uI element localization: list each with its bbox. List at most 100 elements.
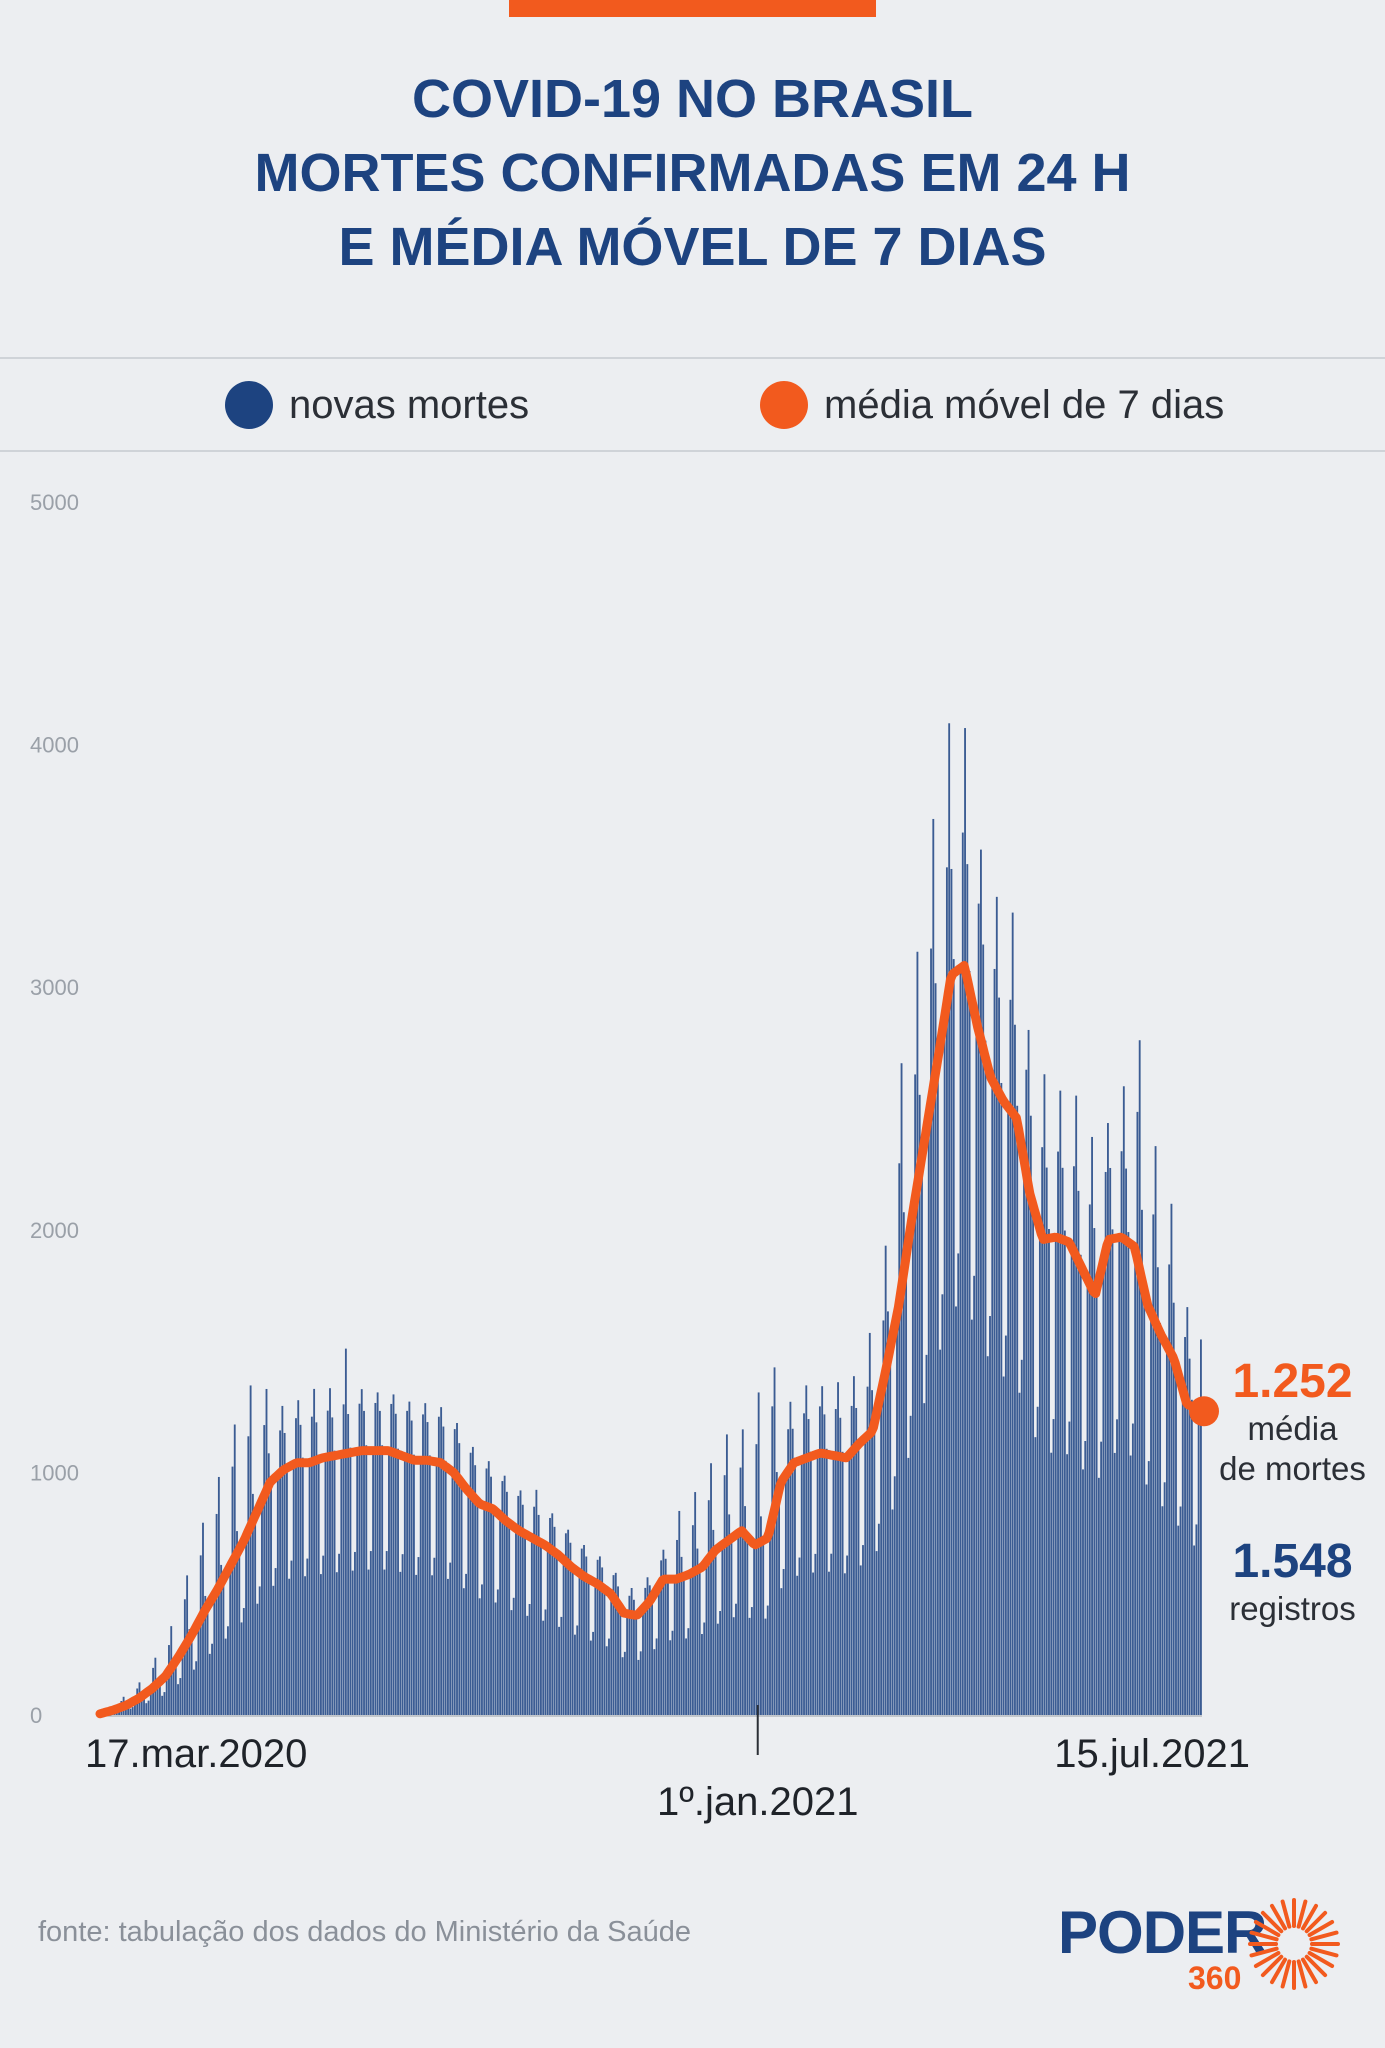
bar-daily-deaths [1116,1419,1118,1715]
bar-daily-deaths [542,1620,545,1715]
bar-daily-deaths [1068,1421,1071,1715]
bar-daily-deaths [821,1386,824,1715]
bar-daily-deaths [199,1555,202,1715]
bar-daily-deaths [841,1451,844,1715]
bar-daily-deaths [660,1560,663,1715]
bar-daily-deaths [1066,1454,1069,1715]
bar-daily-deaths [1190,1399,1193,1715]
y-tick-label: 3000 [30,975,79,1000]
bar-daily-deaths [1029,1115,1032,1715]
bar-daily-deaths [165,1675,168,1715]
bar-daily-deaths [1104,1171,1107,1715]
bar-daily-deaths [732,1617,735,1715]
bar-daily-deaths [487,1461,490,1715]
bar-daily-deaths [945,867,948,1715]
bar-daily-deaths [653,1649,656,1715]
bar-daily-deaths [508,1518,511,1715]
bar-daily-deaths [322,1555,325,1715]
divider-top [0,357,1385,359]
bar-daily-deaths [1059,1090,1062,1715]
bar-daily-deaths [696,1548,699,1715]
bar-daily-deaths [415,1574,418,1715]
bar-daily-deaths [301,1457,304,1715]
bar-daily-deaths [617,1586,619,1715]
bar-daily-deaths [626,1613,629,1715]
bar-daily-deaths [775,1472,778,1715]
bar-daily-deaths [351,1570,354,1715]
bar-daily-deaths [326,1410,329,1715]
bar-daily-deaths [592,1631,595,1715]
bar-daily-deaths [957,1253,960,1715]
bar-daily-deaths [825,1448,828,1715]
bar-daily-deaths [474,1465,477,1715]
bar-daily-deaths [735,1603,737,1715]
bar-daily-deaths [256,1603,259,1715]
bar-daily-deaths [784,1476,787,1715]
bar-daily-deaths [1000,1082,1003,1715]
bar-daily-deaths [966,864,969,1715]
bar-daily-deaths [1095,1285,1098,1715]
legend-item-line: média móvel de 7 dias [760,375,1224,435]
bar-daily-deaths [893,1476,896,1715]
bar-daily-deaths [993,968,996,1715]
bar-daily-deaths [1082,1469,1084,1715]
bar-daily-deaths [1052,1419,1055,1715]
bar-daily-deaths [651,1596,653,1715]
bar-daily-deaths [410,1420,413,1715]
bar-daily-deaths [583,1545,585,1715]
bar-daily-deaths [1195,1524,1198,1715]
bar-daily-deaths [909,1415,912,1715]
bar-daily-deaths [403,1456,406,1715]
bar-daily-deaths [408,1401,411,1715]
bar-daily-deaths [381,1445,384,1715]
bar-daily-deaths [397,1448,399,1715]
bar-daily-deaths [233,1424,236,1715]
bar-daily-deaths [179,1678,182,1715]
bar-daily-deaths [1177,1525,1180,1715]
bar-daily-deaths [707,1500,710,1715]
bar-daily-deaths [680,1556,683,1715]
bar-daily-deaths [902,1212,905,1715]
bar-daily-deaths [780,1588,783,1715]
bar-daily-deaths [816,1454,819,1715]
bar-daily-deaths [610,1593,613,1715]
bar-daily-deaths [192,1669,195,1715]
bar-daily-deaths [685,1638,688,1715]
bar-daily-deaths [1193,1545,1196,1715]
bar-daily-deaths [329,1388,331,1715]
bar-daily-deaths [236,1531,238,1715]
bar-daily-deaths [458,1443,461,1715]
legend-dot-bars [225,381,273,429]
bar-daily-deaths [1034,1437,1037,1715]
bar-daily-deaths [866,1386,869,1715]
bar-daily-deaths [478,1598,481,1715]
bar-daily-deaths [292,1464,295,1715]
bar-daily-deaths [249,1385,252,1715]
bar-daily-deaths [544,1609,547,1715]
bar-daily-deaths [401,1554,404,1715]
bar-daily-deaths [635,1613,638,1715]
bar-daily-deaths [984,1040,987,1715]
bar-daily-deaths [206,1605,209,1715]
bar-daily-deaths [864,1438,867,1715]
bar-daily-deaths [1063,1230,1066,1715]
bar-daily-deaths [576,1625,579,1715]
bar-daily-deaths [973,1275,976,1715]
bar-daily-deaths [995,896,998,1715]
bar-daily-deaths [564,1533,567,1715]
bar-daily-deaths [551,1513,554,1715]
bar-daily-deaths [623,1651,626,1715]
title-line-1: COVID-19 NO BRASIL [411,69,974,129]
bar-daily-deaths [419,1460,422,1715]
bar-daily-deaths [1109,1167,1112,1715]
bar-daily-deaths [501,1481,504,1715]
bar-daily-deaths [766,1605,769,1715]
bar-daily-deaths [1009,999,1012,1715]
bar-daily-deaths [1007,1105,1010,1715]
bar-daily-deaths [317,1454,320,1715]
bar-daily-deaths [390,1403,393,1715]
legend-item-bars: novas mortes [225,375,529,435]
bar-daily-deaths [941,1294,944,1715]
bar-daily-deaths [628,1595,631,1715]
bar-daily-deaths [959,968,962,1715]
